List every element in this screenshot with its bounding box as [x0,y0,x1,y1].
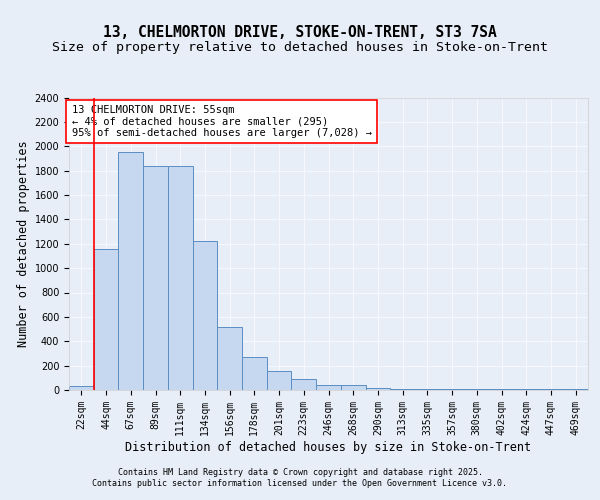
Bar [143,166,168,390]
Bar [365,388,390,390]
Bar [267,371,292,390]
Text: Size of property relative to detached houses in Stoke-on-Trent: Size of property relative to detached ho… [52,41,548,54]
Bar [390,389,415,390]
Bar [242,357,267,390]
Y-axis label: Number of detached properties: Number of detached properties [17,140,31,347]
Bar [341,385,365,390]
Text: 13 CHELMORTON DRIVE: 55sqm
← 4% of detached houses are smaller (295)
95% of semi: 13 CHELMORTON DRIVE: 55sqm ← 4% of detac… [71,105,371,138]
Bar [94,248,118,390]
Text: Contains public sector information licensed under the Open Government Licence v3: Contains public sector information licen… [92,479,508,488]
Bar [168,166,193,390]
Text: 13, CHELMORTON DRIVE, STOKE-ON-TRENT, ST3 7SA: 13, CHELMORTON DRIVE, STOKE-ON-TRENT, ST… [103,25,497,40]
Bar [217,326,242,390]
X-axis label: Distribution of detached houses by size in Stoke-on-Trent: Distribution of detached houses by size … [125,440,532,454]
Text: Contains HM Land Registry data © Crown copyright and database right 2025.: Contains HM Land Registry data © Crown c… [118,468,482,477]
Bar [316,385,341,390]
Bar [118,152,143,390]
Bar [193,242,217,390]
Bar [292,379,316,390]
Bar [69,386,94,390]
